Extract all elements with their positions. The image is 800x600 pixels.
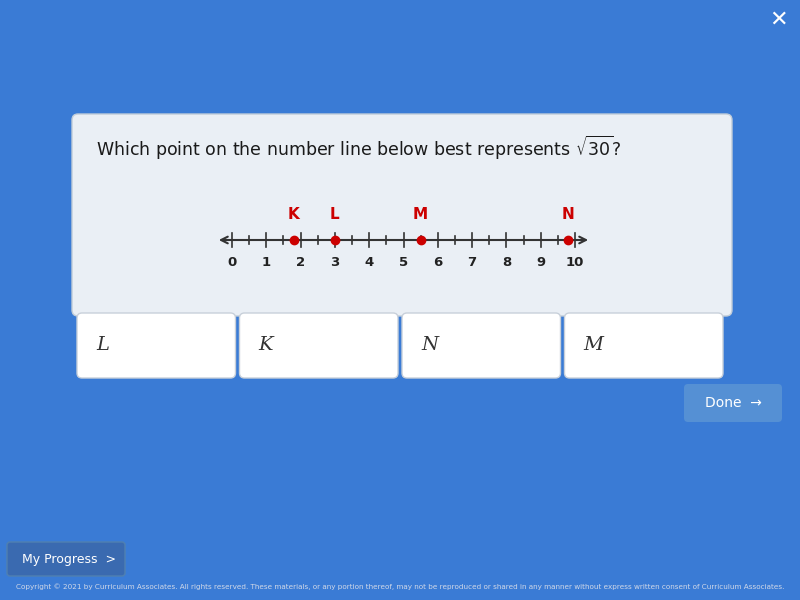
FancyBboxPatch shape bbox=[565, 313, 723, 378]
Text: M: M bbox=[583, 337, 603, 355]
FancyBboxPatch shape bbox=[239, 313, 398, 378]
Text: K: K bbox=[288, 207, 300, 222]
Text: 7: 7 bbox=[467, 256, 477, 269]
FancyBboxPatch shape bbox=[72, 114, 732, 316]
Text: K: K bbox=[258, 337, 273, 355]
Text: 5: 5 bbox=[399, 256, 408, 269]
Text: Which point on the number line below best represents $\sqrt{30}$?: Which point on the number line below bes… bbox=[96, 134, 622, 162]
FancyBboxPatch shape bbox=[684, 384, 782, 422]
Text: N: N bbox=[421, 337, 438, 355]
Text: 10: 10 bbox=[566, 256, 584, 269]
Text: 3: 3 bbox=[330, 256, 339, 269]
Text: Copyright © 2021 by Curriculum Associates. All rights reserved. These materials,: Copyright © 2021 by Curriculum Associate… bbox=[16, 583, 784, 590]
Text: Done  →: Done → bbox=[705, 396, 762, 410]
Text: My Progress  >: My Progress > bbox=[22, 553, 116, 565]
Text: L: L bbox=[330, 207, 340, 222]
FancyBboxPatch shape bbox=[77, 313, 235, 378]
Text: 8: 8 bbox=[502, 256, 511, 269]
Text: 4: 4 bbox=[365, 256, 374, 269]
Text: N: N bbox=[562, 207, 574, 222]
Text: M: M bbox=[413, 207, 428, 222]
Text: ✕: ✕ bbox=[769, 10, 787, 30]
Text: 1: 1 bbox=[262, 256, 271, 269]
FancyBboxPatch shape bbox=[402, 313, 561, 378]
FancyBboxPatch shape bbox=[7, 542, 125, 576]
Text: L: L bbox=[96, 337, 109, 355]
Text: 6: 6 bbox=[433, 256, 442, 269]
Text: 2: 2 bbox=[296, 256, 305, 269]
Text: 9: 9 bbox=[536, 256, 546, 269]
Text: 0: 0 bbox=[227, 256, 237, 269]
